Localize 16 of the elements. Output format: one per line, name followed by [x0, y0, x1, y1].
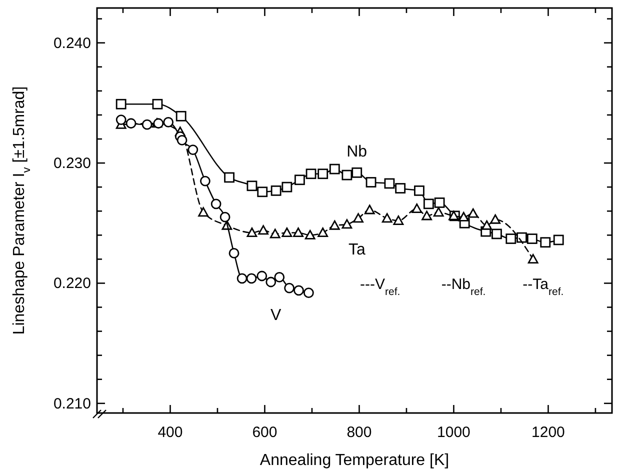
- series-label: V: [270, 307, 282, 324]
- series-label: Ta: [348, 241, 366, 258]
- annotation: ---V$_{ref.}$: [360, 276, 400, 298]
- y-tick-label: 0.240: [53, 34, 91, 52]
- x-axis-title: Annealing Temperature [K]: [260, 452, 450, 469]
- x-tick-label: 800: [346, 424, 372, 441]
- x-tick-label: 1000: [437, 424, 470, 441]
- y-tick-label: 0.210: [53, 395, 91, 412]
- series-label: Nb: [346, 144, 368, 161]
- y-tick-label: 0.230: [53, 155, 91, 172]
- y-tick-label: 0.220: [53, 275, 91, 292]
- annotation: --Nb$_{ref.}$: [441, 276, 486, 298]
- x-tick-label: 1200: [532, 424, 565, 441]
- x-tick-label: 600: [252, 424, 278, 441]
- x-tick-label: 400: [158, 424, 183, 441]
- annotation: --Ta$_{ref.}$: [522, 276, 564, 298]
